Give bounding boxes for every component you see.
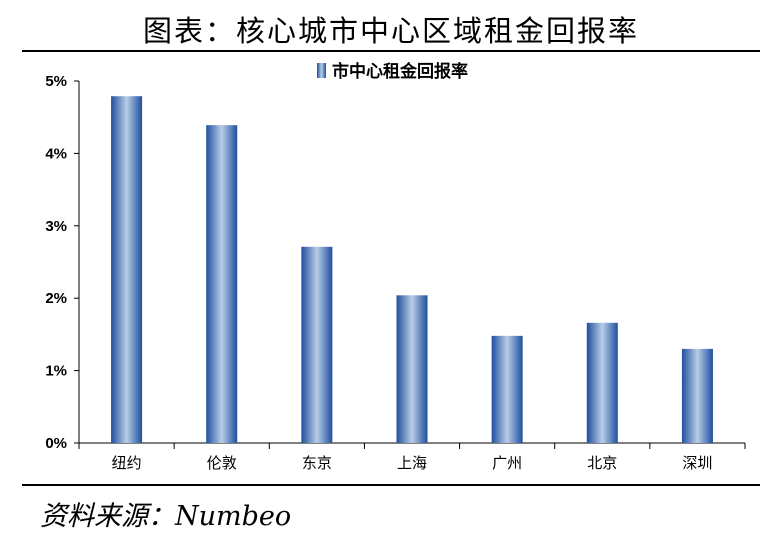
y-tick-label: 4% [45, 145, 67, 162]
x-tick-label: 深圳 [682, 454, 712, 472]
bar-2 [301, 246, 333, 443]
x-tick-label: 上海 [397, 454, 427, 472]
y-tick-label: 1% [45, 363, 67, 380]
bar-3 [396, 295, 428, 443]
y-tick-label: 0% [45, 435, 67, 452]
title-divider [22, 50, 760, 52]
y-tick-label: 3% [45, 218, 67, 235]
bar-5 [586, 322, 618, 443]
x-tick-label: 纽约 [112, 454, 142, 472]
x-tick-label: 伦敦 [207, 454, 237, 472]
bar-4 [491, 335, 523, 443]
bar-6 [681, 348, 713, 443]
x-tick-label: 广州 [492, 454, 522, 472]
x-tick-label: 东京 [302, 454, 332, 472]
source-divider [22, 484, 760, 486]
bar-chart: 0% 1% 2% 3% 4% 5% 纽约 伦敦 东京 上海 广州 北京 深圳 市中心租金回报率 [45, 61, 746, 472]
bar-1 [206, 125, 238, 443]
source-note: 资料来源：Numbeo [40, 501, 292, 532]
legend-swatch [317, 63, 326, 78]
x-tick-label: 北京 [587, 454, 617, 472]
page-title: 图表：核心城市中心区域租金回报率 [142, 14, 639, 48]
bar-0 [111, 96, 143, 444]
legend-label: 市中心租金回报率 [332, 61, 468, 82]
y-tick-label: 2% [45, 290, 67, 307]
y-tick-label: 5% [45, 73, 67, 90]
